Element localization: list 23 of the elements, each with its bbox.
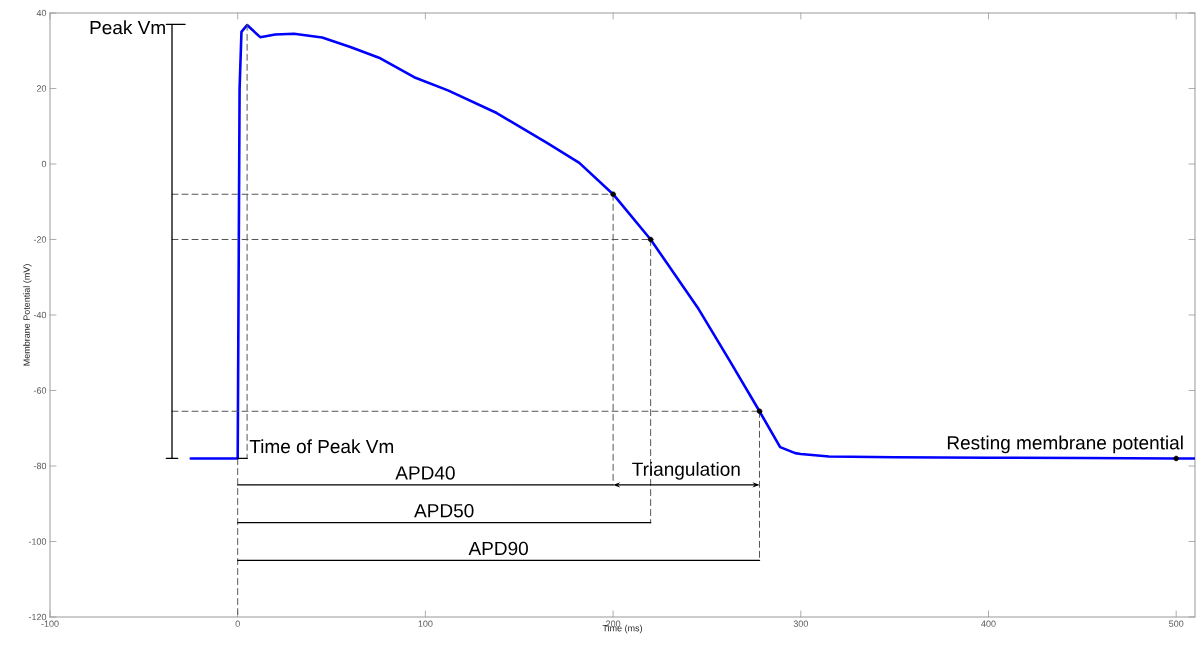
x-tick-label: -100 (41, 620, 59, 627)
series-label: Triangulation (632, 461, 740, 480)
y-tick-label: 20 (36, 85, 47, 92)
series-label: APD90 (468, 541, 528, 556)
y-tick-label: -120 (28, 613, 47, 621)
x-tick-label: 400 (981, 620, 996, 627)
series-label: Resting membrane potential (947, 435, 1183, 454)
y-tick-label: -80 (33, 462, 47, 470)
y-tick-label: -60 (33, 387, 47, 394)
x-tick-label: 500 (1169, 620, 1184, 627)
y-tick-label: 40 (36, 9, 47, 17)
series-label: APD50 (414, 503, 474, 518)
x-tick-label: 0 (235, 620, 240, 627)
series-label: Time of Peak Vm (249, 439, 394, 454)
series-label: APD40 (395, 466, 455, 480)
y-tick-label: -100 (28, 538, 47, 545)
y-tick-label: -20 (33, 236, 47, 243)
y-axis-title: Membrane Potential (mV) (23, 264, 32, 366)
x-tick-label: 300 (793, 620, 808, 627)
x-tick-label: 100 (418, 620, 433, 627)
series-label: Peak Vm (90, 20, 165, 35)
y-tick-label: 0 (41, 160, 47, 168)
y-tick-label: -40 (33, 311, 47, 319)
